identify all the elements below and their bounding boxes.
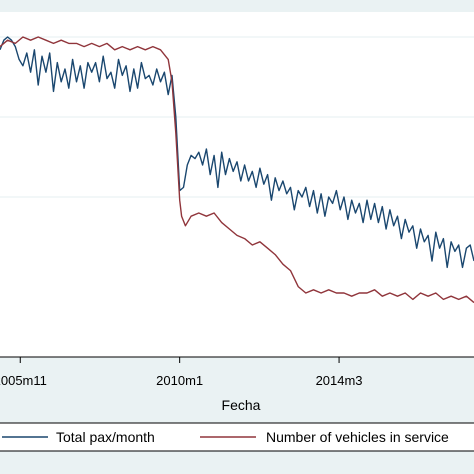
legend-label-0: Total pax/month [56, 429, 155, 445]
grid-lines [0, 36, 474, 198]
legend-label-1: Number of vehicles in service [266, 429, 449, 445]
plot-area [0, 12, 474, 357]
series-line-1 [0, 36, 474, 304]
x-axis-title: Fecha [222, 397, 261, 413]
x-axis-ticks: 2005m112010m12014m32018m5 [0, 357, 363, 388]
x-tick-label-2: 2014m3 [316, 373, 363, 388]
series-line-0 [0, 36, 474, 269]
legend: Total pax/month Number of vehicles in ser… [0, 422, 474, 452]
series-lines [0, 36, 474, 304]
x-tick-label-0: 2005m11 [0, 373, 47, 388]
x-tick-label-1: 2010m1 [156, 373, 203, 388]
